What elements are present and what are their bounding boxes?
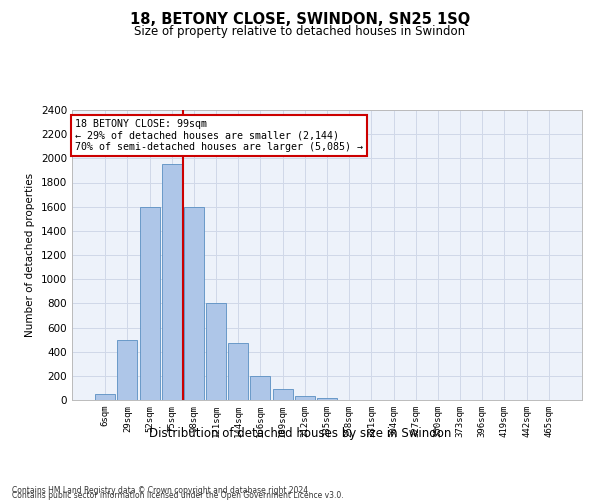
Bar [272,389,293,400]
Bar [184,206,204,400]
Text: 18 BETONY CLOSE: 99sqm
← 29% of detached houses are smaller (2,144)
70% of semi-: 18 BETONY CLOSE: 99sqm ← 29% of detached… [74,118,362,152]
Bar [228,343,248,400]
Text: Size of property relative to detached houses in Swindon: Size of property relative to detached ho… [134,25,466,38]
Bar [206,304,226,400]
Bar [118,340,137,400]
Bar [295,396,315,400]
Text: Distribution of detached houses by size in Swindon: Distribution of detached houses by size … [149,428,451,440]
Bar [317,398,337,400]
Bar [95,394,115,400]
Text: 18, BETONY CLOSE, SWINDON, SN25 1SQ: 18, BETONY CLOSE, SWINDON, SN25 1SQ [130,12,470,28]
Text: Contains public sector information licensed under the Open Government Licence v3: Contains public sector information licen… [12,491,344,500]
Bar [140,206,160,400]
Bar [162,164,182,400]
Bar [250,376,271,400]
Y-axis label: Number of detached properties: Number of detached properties [25,173,35,337]
Text: Contains HM Land Registry data © Crown copyright and database right 2024.: Contains HM Land Registry data © Crown c… [12,486,311,495]
